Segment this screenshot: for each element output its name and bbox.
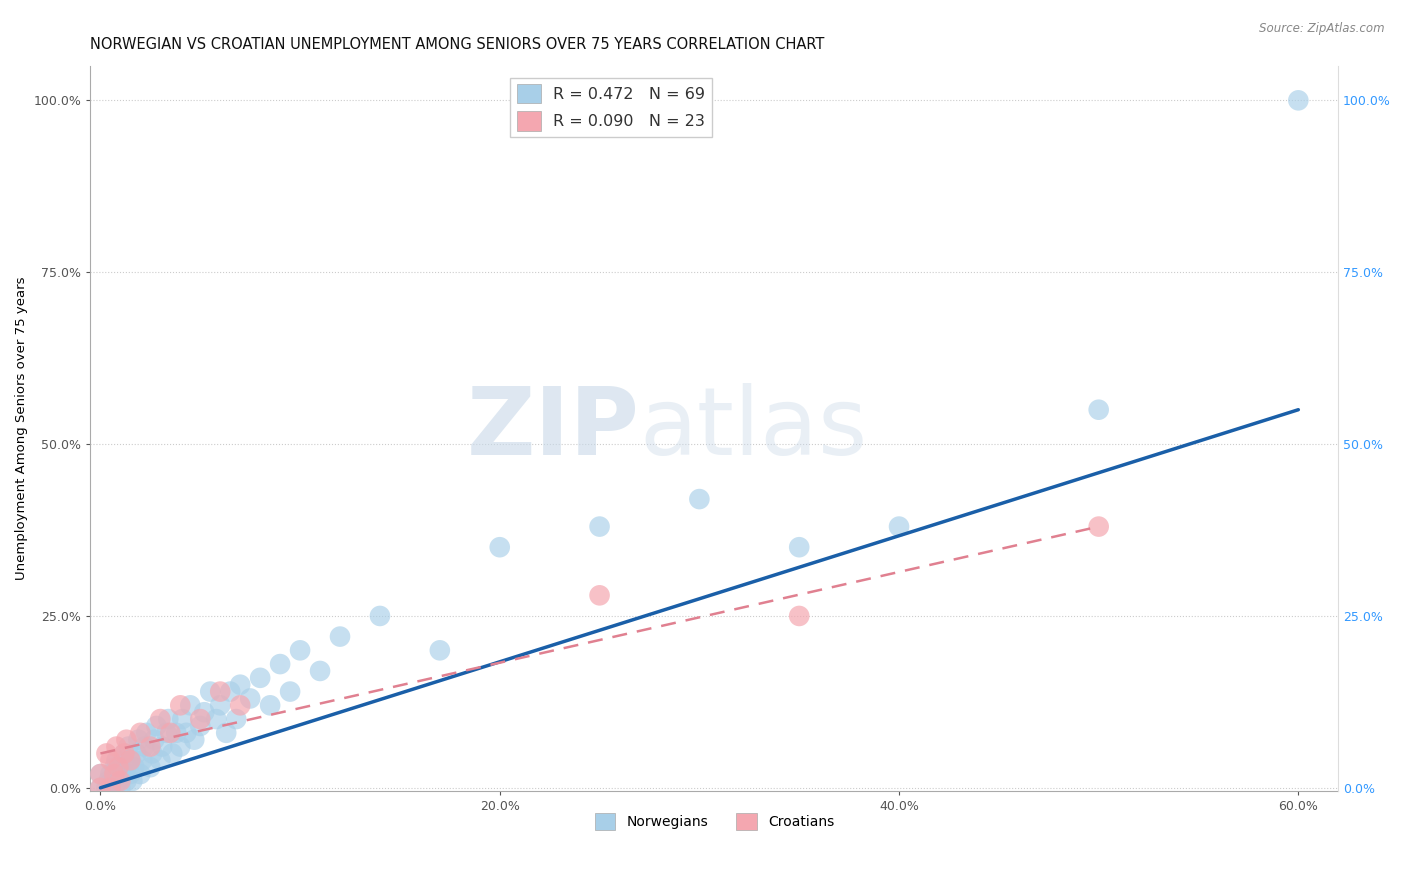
- Point: [112, 747, 135, 761]
- Point: [157, 712, 180, 726]
- Point: [205, 712, 228, 726]
- Point: [174, 726, 197, 740]
- Point: [110, 760, 132, 774]
- Point: [105, 753, 128, 767]
- Y-axis label: Unemployment Among Seniors over 75 years: Unemployment Among Seniors over 75 years: [15, 277, 28, 581]
- Point: [115, 760, 138, 774]
- Point: [89, 767, 111, 781]
- Point: [169, 739, 191, 754]
- Point: [149, 753, 172, 767]
- Point: [107, 774, 129, 789]
- Point: [121, 774, 143, 789]
- Point: [209, 684, 232, 698]
- Point: [100, 753, 122, 767]
- Point: [688, 492, 710, 507]
- Text: Source: ZipAtlas.com: Source: ZipAtlas.com: [1260, 22, 1385, 36]
- Point: [124, 760, 146, 774]
- Point: [110, 774, 132, 789]
- Point: [159, 726, 181, 740]
- Point: [100, 780, 122, 795]
- Point: [183, 732, 205, 747]
- Point: [89, 767, 111, 781]
- Point: [129, 726, 152, 740]
- Point: [96, 747, 118, 761]
- Point: [193, 705, 215, 719]
- Point: [112, 747, 135, 761]
- Point: [219, 684, 242, 698]
- Point: [127, 732, 149, 747]
- Point: [96, 780, 118, 795]
- Point: [135, 726, 157, 740]
- Point: [115, 774, 138, 789]
- Point: [368, 609, 391, 624]
- Point: [107, 760, 129, 774]
- Point: [89, 780, 111, 795]
- Point: [588, 519, 610, 533]
- Point: [105, 739, 128, 754]
- Text: ZIP: ZIP: [467, 383, 640, 475]
- Point: [165, 726, 187, 740]
- Point: [787, 609, 810, 624]
- Point: [120, 767, 142, 781]
- Point: [155, 726, 177, 740]
- Point: [103, 767, 125, 781]
- Point: [97, 774, 120, 789]
- Point: [120, 753, 142, 767]
- Point: [162, 747, 184, 761]
- Point: [188, 712, 211, 726]
- Point: [111, 767, 134, 781]
- Point: [239, 691, 262, 706]
- Point: [1286, 93, 1309, 107]
- Point: [89, 780, 111, 795]
- Text: NORWEGIAN VS CROATIAN UNEMPLOYMENT AMONG SENIORS OVER 75 YEARS CORRELATION CHART: NORWEGIAN VS CROATIAN UNEMPLOYMENT AMONG…: [90, 37, 825, 53]
- Point: [249, 671, 271, 685]
- Point: [887, 519, 910, 533]
- Point: [125, 747, 148, 761]
- Point: [259, 698, 281, 713]
- Point: [101, 774, 124, 789]
- Point: [215, 726, 238, 740]
- Point: [150, 739, 173, 754]
- Point: [225, 712, 247, 726]
- Point: [588, 588, 610, 602]
- Point: [103, 760, 125, 774]
- Point: [278, 684, 301, 698]
- Point: [115, 732, 138, 747]
- Point: [120, 753, 142, 767]
- Point: [188, 719, 211, 733]
- Point: [429, 643, 451, 657]
- Point: [139, 739, 162, 754]
- Point: [787, 540, 810, 554]
- Point: [169, 698, 191, 713]
- Point: [117, 739, 139, 754]
- Point: [179, 698, 201, 713]
- Point: [269, 657, 291, 671]
- Point: [149, 712, 172, 726]
- Point: [209, 698, 232, 713]
- Point: [1087, 402, 1109, 417]
- Point: [288, 643, 311, 657]
- Text: atlas: atlas: [640, 383, 868, 475]
- Point: [143, 732, 166, 747]
- Point: [100, 767, 122, 781]
- Point: [134, 739, 156, 754]
- Point: [172, 712, 194, 726]
- Point: [110, 780, 132, 795]
- Point: [309, 664, 332, 678]
- Point: [200, 684, 222, 698]
- Point: [229, 698, 252, 713]
- Point: [129, 767, 152, 781]
- Point: [141, 747, 163, 761]
- Point: [131, 753, 153, 767]
- Point: [329, 630, 352, 644]
- Point: [1087, 519, 1109, 533]
- Legend: Norwegians, Croatians: Norwegians, Croatians: [589, 807, 839, 835]
- Point: [100, 780, 122, 795]
- Point: [105, 767, 128, 781]
- Point: [229, 678, 252, 692]
- Point: [488, 540, 510, 554]
- Point: [139, 760, 162, 774]
- Point: [145, 719, 167, 733]
